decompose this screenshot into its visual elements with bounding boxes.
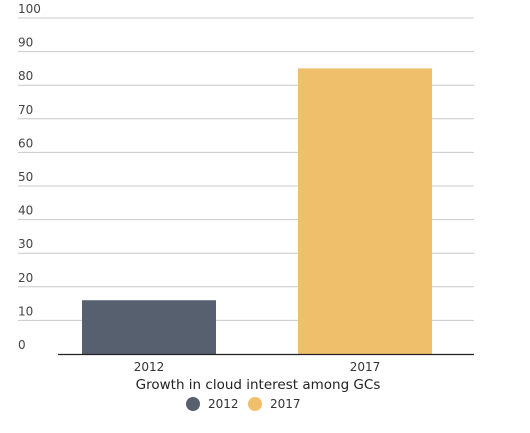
y-tick-label: 50 <box>18 170 33 184</box>
y-tick-label: 30 <box>18 237 33 251</box>
y-axis-ticks: 0 10 20 30 40 50 60 70 80 90 100 <box>18 2 41 352</box>
legend-label: 2012 <box>208 397 239 411</box>
y-tick-label: 90 <box>18 36 33 50</box>
x-tick-label: 2017 <box>350 360 381 374</box>
bars <box>82 68 432 355</box>
y-tick-label: 100 <box>18 2 41 16</box>
legend-label: 2017 <box>270 397 301 411</box>
legend-swatch-2017 <box>248 397 262 411</box>
x-tick-label: 2012 <box>134 360 165 374</box>
bar-2012 <box>82 300 216 354</box>
legend: 2012 2017 <box>186 397 301 411</box>
legend-swatch-2012 <box>186 397 200 411</box>
x-axis-title: Growth in cloud interest among GCs <box>136 377 381 393</box>
x-axis-ticks: 2012 2017 <box>134 360 381 374</box>
gridlines <box>18 17 474 321</box>
bar-2017 <box>298 68 432 355</box>
y-tick-label: 80 <box>18 69 33 83</box>
y-tick-label: 20 <box>18 271 33 285</box>
y-tick-label: 60 <box>18 136 33 150</box>
y-tick-label: 70 <box>18 103 33 117</box>
y-tick-label: 0 <box>18 338 26 352</box>
y-tick-label: 10 <box>18 304 33 318</box>
y-tick-label: 40 <box>18 204 33 218</box>
